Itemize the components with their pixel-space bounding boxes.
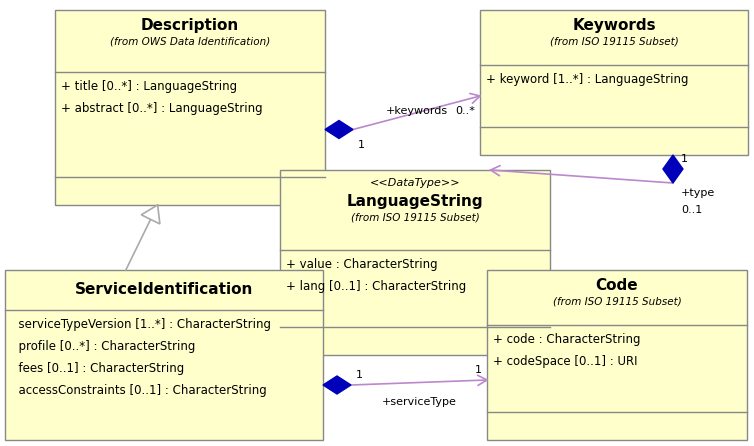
Text: (from ISO 19115 Subset): (from ISO 19115 Subset) [553, 297, 682, 307]
Text: + lang [0..1] : CharacterString: + lang [0..1] : CharacterString [286, 280, 466, 293]
Text: Code: Code [596, 278, 639, 293]
Bar [280, 170, 550, 355]
Text: (from OWS Data Identification): (from OWS Data Identification) [110, 37, 270, 47]
Text: Description: Description [141, 18, 239, 33]
Text: + value : CharacterString: + value : CharacterString [286, 258, 437, 271]
Text: 1: 1 [356, 370, 363, 380]
Text: serviceTypeVersion [1..*] : CharacterString: serviceTypeVersion [1..*] : CharacterStr… [11, 318, 271, 331]
Text: +serviceType: +serviceType [382, 397, 456, 407]
Text: (from ISO 19115 Subset): (from ISO 19115 Subset) [351, 212, 480, 222]
Text: + codeSpace [0..1] : URI: + codeSpace [0..1] : URI [493, 355, 637, 368]
Text: 1: 1 [475, 365, 482, 375]
Text: 1: 1 [681, 154, 688, 164]
Text: fees [0..1] : CharacterString: fees [0..1] : CharacterString [11, 362, 184, 375]
Text: Keywords: Keywords [572, 18, 656, 33]
Text: LanguageString: LanguageString [347, 194, 483, 209]
Bar [487, 270, 747, 440]
Text: + abstract [0..*] : LanguageString: + abstract [0..*] : LanguageString [61, 102, 262, 115]
Polygon shape [663, 155, 683, 183]
Bar [55, 10, 325, 205]
Text: <<DataType>>: <<DataType>> [369, 178, 460, 188]
Text: accessConstraints [0..1] : CharacterString: accessConstraints [0..1] : CharacterStri… [11, 384, 267, 397]
Polygon shape [323, 376, 351, 394]
Text: +keywords: +keywords [385, 106, 448, 116]
Polygon shape [325, 120, 353, 139]
Text: 0..1: 0..1 [681, 205, 702, 215]
Text: ServiceIdentification: ServiceIdentification [75, 282, 253, 297]
Text: + keyword [1..*] : LanguageString: + keyword [1..*] : LanguageString [486, 73, 688, 86]
Polygon shape [141, 205, 160, 224]
Text: +type: +type [681, 188, 716, 198]
Text: + code : CharacterString: + code : CharacterString [493, 333, 640, 346]
Text: + title [0..*] : LanguageString: + title [0..*] : LanguageString [61, 80, 237, 93]
Text: 1: 1 [358, 140, 365, 149]
Text: (from ISO 19115 Subset): (from ISO 19115 Subset) [550, 37, 679, 47]
Text: 0..*: 0..* [455, 106, 475, 116]
Bar [480, 10, 748, 155]
Text: profile [0..*] : CharacterString: profile [0..*] : CharacterString [11, 340, 195, 353]
Bar [5, 270, 323, 440]
